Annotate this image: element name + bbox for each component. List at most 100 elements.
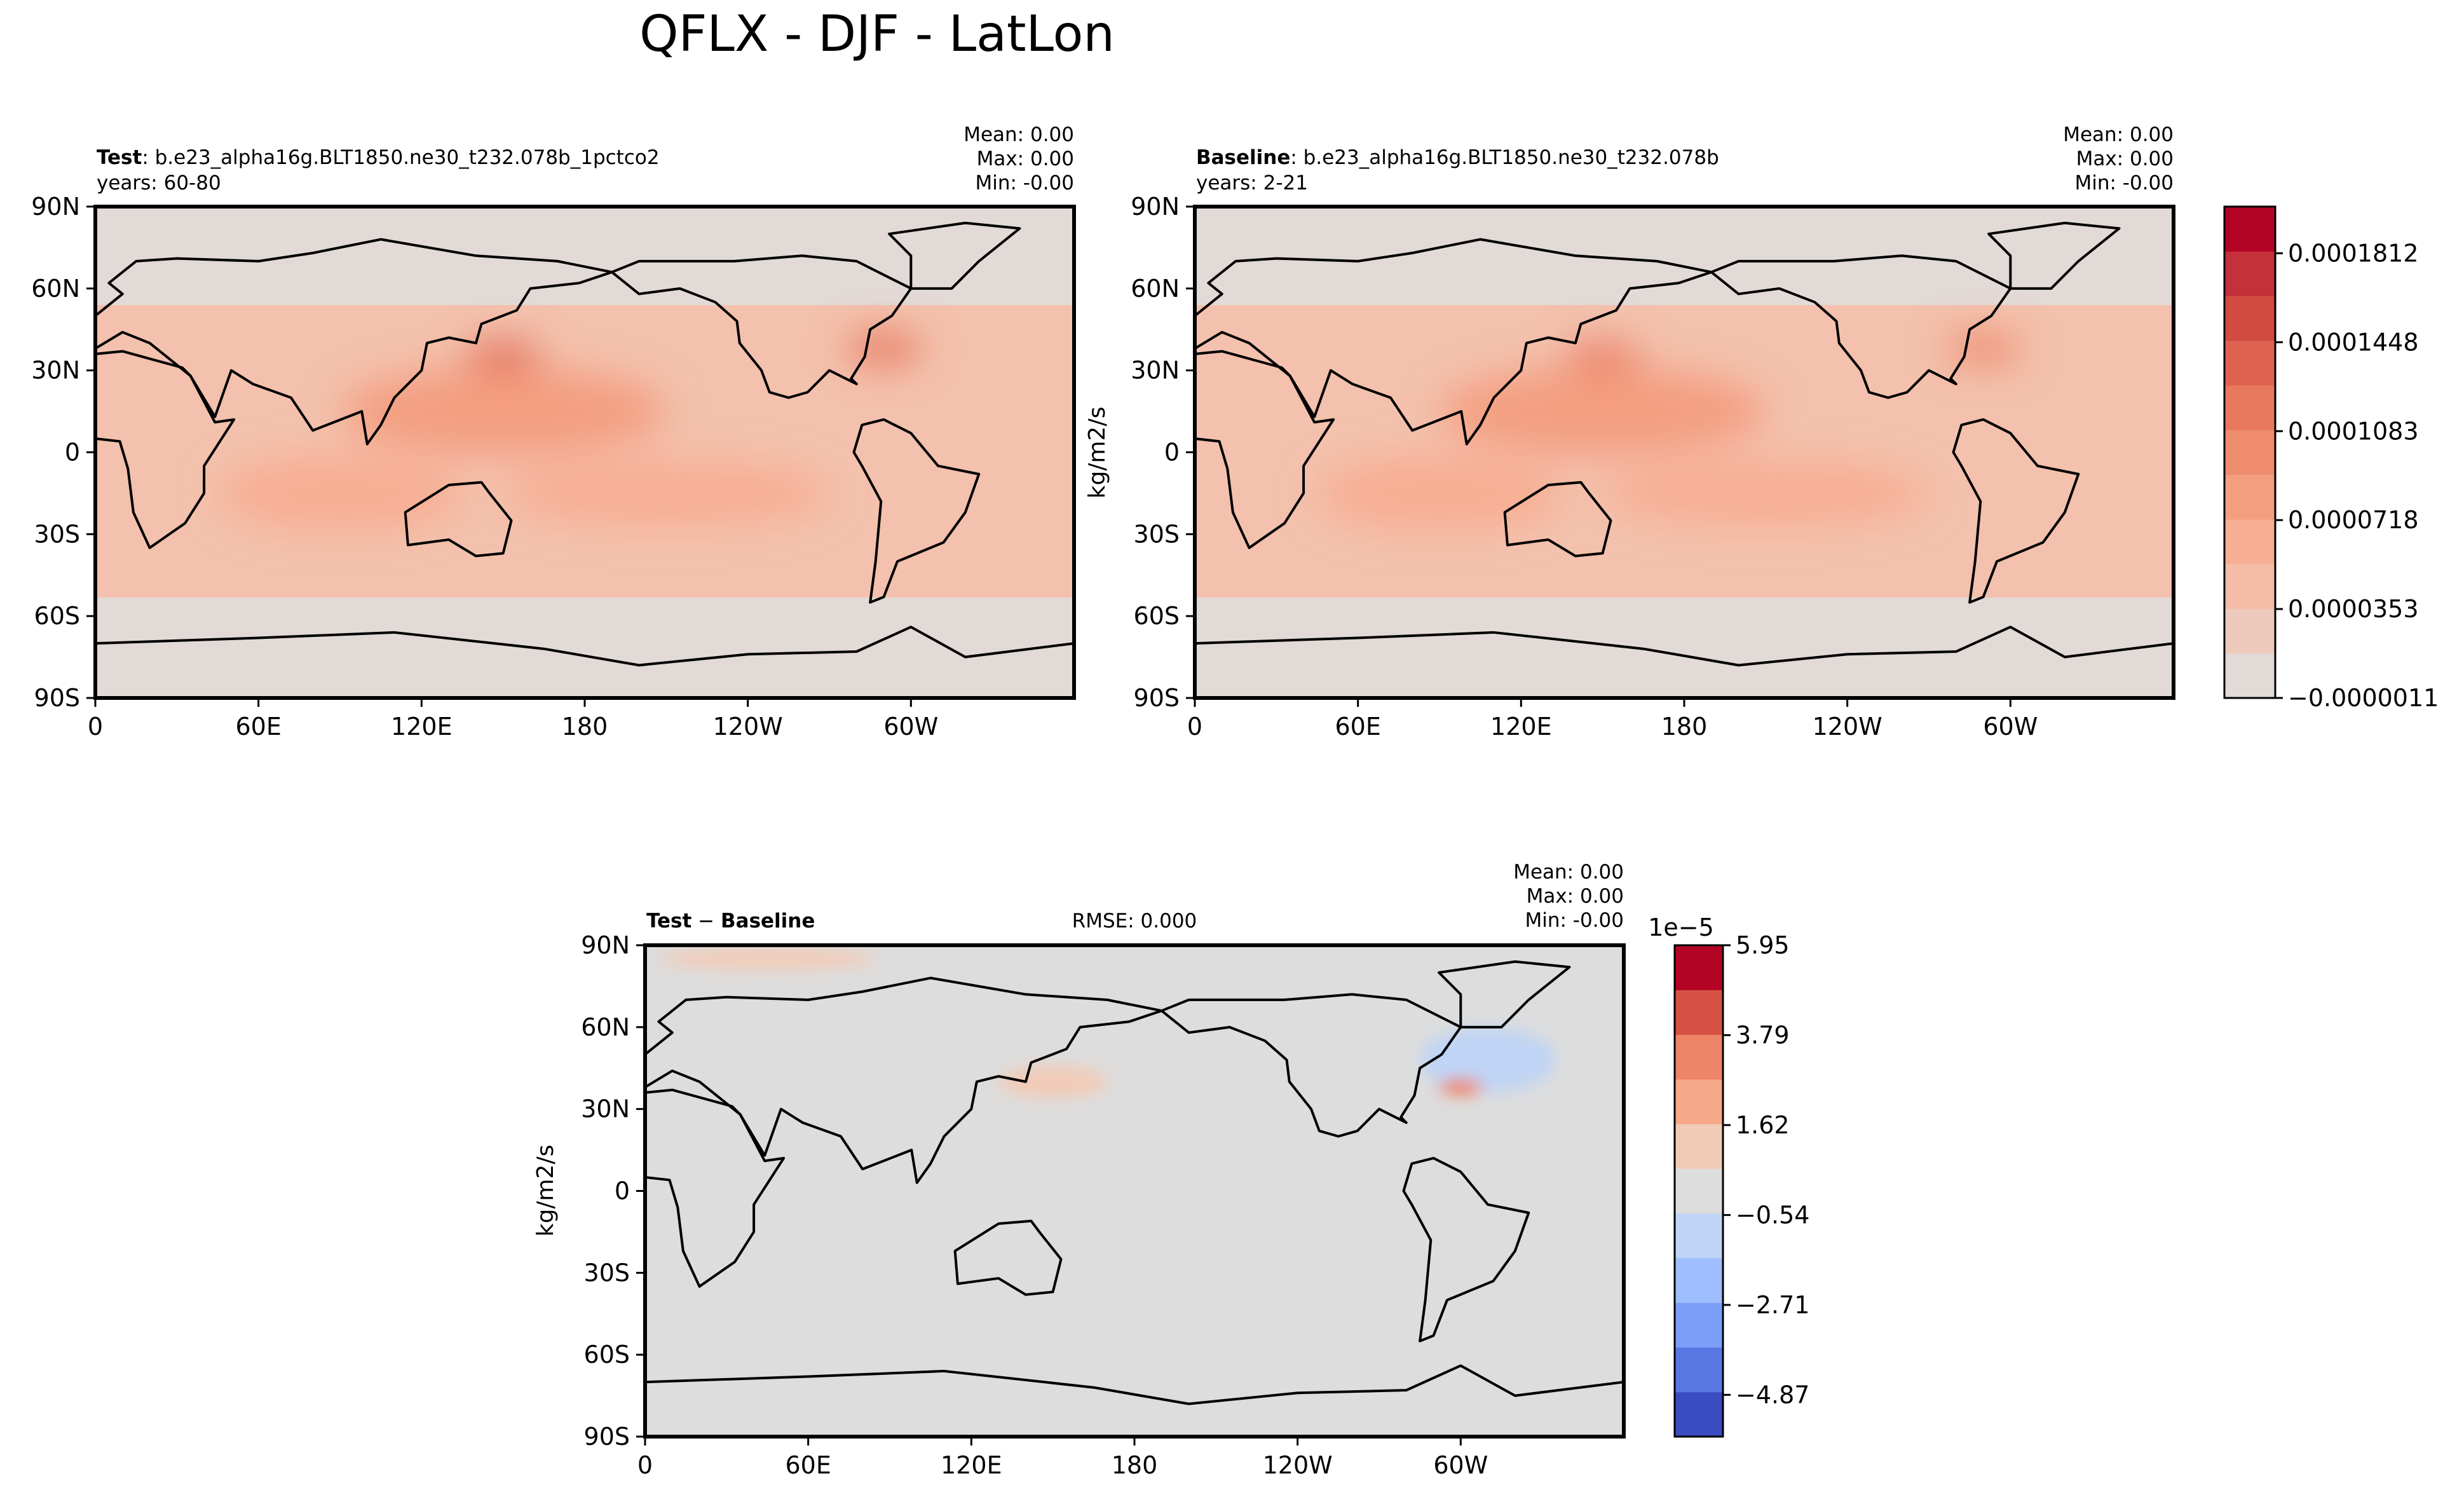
test-x-tick-label: 120E <box>391 713 453 741</box>
diff-y-tick-label: 30S <box>584 1259 630 1287</box>
diff-y-tick-label: 0 <box>615 1177 630 1205</box>
difference-zones <box>658 948 1556 1098</box>
difference-colorbar: 5.95 3.79 1.62 −0.54 −2.71 −4.87 <box>1675 931 1809 1437</box>
test-y-tick-label: 30S <box>34 520 80 548</box>
base-x-tick-label: 0 <box>1187 713 1202 741</box>
test-field-zone <box>340 367 667 455</box>
test-panel: Test: b.e23_alpha16g.BLT1850.ne30_t232.0… <box>31 123 1076 741</box>
test-x-tick-label: 0 <box>88 713 103 741</box>
figure-title: QFLX - DJF - LatLon <box>639 6 1115 63</box>
difference-label-test: Test <box>646 910 692 933</box>
diff-coastline-australia <box>953 1219 1063 1296</box>
difference-panel: Test − Baseline RMSE: 0.000 Mean: 0.00 M… <box>533 861 1809 1479</box>
difference-colorbar-offset: 1e−5 <box>1648 913 1714 941</box>
baseline-colorbar-label: 0.0000718 <box>2288 506 2419 534</box>
test-x-tick-label: 180 <box>562 713 608 741</box>
baseline-colorbar-swatch <box>2224 519 2275 564</box>
base-y-tick-label: 90N <box>1131 193 1180 221</box>
difference-colorbar-label: 5.95 <box>1736 931 1790 959</box>
baseline-colorbar-label: 0.0001083 <box>2288 417 2419 445</box>
diff-coastline-eurasia <box>645 976 1163 1184</box>
baseline-colorbar-label: 0.0001812 <box>2288 239 2419 267</box>
test-zones <box>217 332 922 532</box>
test-land <box>95 221 1074 698</box>
baseline-colorbar-swatch <box>2224 251 2275 297</box>
baseline-zones <box>1317 332 2022 532</box>
baseline-colorbar-swatch <box>2224 385 2275 430</box>
diff-coastline-greenland <box>1438 960 1571 1029</box>
test-coastline-eurasia <box>95 238 613 446</box>
base-coastline-antarctica <box>1195 625 2174 698</box>
base-x-tick-label: 60W <box>1983 713 2038 741</box>
baseline-colorbar-swatch <box>2224 653 2275 699</box>
test-y-tick-label: 90S <box>34 684 80 712</box>
diff-coastline-south-america <box>1402 1156 1530 1343</box>
difference-colorbar-swatch <box>1675 945 1723 990</box>
diff-field-zone <box>658 948 876 970</box>
base-field-zone <box>1317 455 1562 532</box>
difference-colorbar-swatch <box>1675 1034 1723 1080</box>
diff-y-tick-label: 90S <box>584 1423 630 1451</box>
difference-y-axis-label: kg/m2/s <box>533 1145 559 1237</box>
test-coastline-north-america <box>610 254 913 399</box>
difference-map-field <box>645 945 1624 1437</box>
baseline-colorbar-swatch <box>2224 340 2275 386</box>
difference-stat-mean: Mean: 0.00 <box>1513 861 1624 884</box>
baseline-colorbar-label: 0.0000353 <box>2288 595 2419 623</box>
difference-colorbar-swatch <box>1675 1391 1723 1437</box>
base-x-tick-label: 180 <box>1661 713 1708 741</box>
test-coastline-australia <box>404 481 513 557</box>
baseline-land <box>1195 221 2174 698</box>
difference-y-ticks: 90N 60N 30N 0 30S 60S 90S <box>581 931 645 1451</box>
diff-field-zone <box>1420 1027 1556 1093</box>
diff-field-zone <box>1439 1079 1483 1096</box>
difference-colorbar-frame <box>1673 944 1724 1438</box>
test-coastline-south-america <box>852 418 981 604</box>
difference-colorbar-swatch <box>1675 1257 1723 1303</box>
difference-colorbar-label: 1.62 <box>1736 1111 1790 1139</box>
test-field-zone <box>217 455 463 532</box>
difference-colorbar-swatch <box>1675 990 1723 1036</box>
baseline-colorbar-label: 0.0001448 <box>2288 328 2419 356</box>
test-case-name: : b.e23_alpha16g.BLT1850.ne30_t232.078b_… <box>142 146 659 169</box>
diff-x-tick-label: 0 <box>637 1451 653 1479</box>
base-coastline-south-america <box>1952 418 2080 604</box>
difference-colorbar-label: −0.54 <box>1736 1201 1809 1229</box>
diff-y-tick-label: 60S <box>584 1341 630 1369</box>
test-coastline-greenland <box>888 221 1021 290</box>
test-label-bold: Test <box>97 146 142 169</box>
base-coastline-north-america <box>1710 254 2012 399</box>
diff-x-tick-label: 60W <box>1433 1451 1488 1479</box>
baseline-colorbar-swatch <box>2224 430 2275 475</box>
baseline-colorbar-swatch <box>2224 564 2275 609</box>
test-coastline-antarctica <box>95 625 1074 698</box>
base-field-zone <box>1602 460 1929 526</box>
baseline-colorbar-label: −0.0000011 <box>2288 684 2439 712</box>
baseline-stat-max: Max: 0.00 <box>2076 147 2174 170</box>
diff-x-tick-label: 120W <box>1263 1451 1333 1479</box>
difference-stat-max: Max: 0.00 <box>1527 885 1624 908</box>
baseline-case-name: : b.e23_alpha16g.BLT1850.ne30_t232.078b <box>1290 146 1719 169</box>
test-field-zone <box>845 332 922 366</box>
baseline-colorbar-swatch <box>2224 608 2275 654</box>
baseline-colorbar: 0.0001812 0.0001448 0.0001083 0.0000718 0.00… <box>2224 207 2439 712</box>
test-x-tick-label: 60E <box>235 713 281 741</box>
base-x-tick-label: 120E <box>1490 713 1552 741</box>
difference-x-ticks: 0 60E 120E 180 120W 60W <box>637 1437 1488 1479</box>
baseline-colorbar-swatch <box>2224 474 2275 520</box>
diff-y-tick-label: 60N <box>581 1013 630 1041</box>
baseline-colorbar-frame <box>2223 205 2277 699</box>
baseline-years: years: 2-21 <box>1196 172 1308 195</box>
difference-colorbar-swatch <box>1675 1347 1723 1393</box>
test-coastline-africa <box>95 350 236 549</box>
difference-colorbar-swatch <box>1675 1213 1723 1259</box>
difference-colorbar-label: 3.79 <box>1736 1021 1790 1049</box>
diff-field-zone <box>998 1065 1108 1098</box>
diff-x-tick-label: 120E <box>941 1451 1002 1479</box>
baseline-label-bold: Baseline <box>1196 146 1290 169</box>
base-y-tick-label: 90S <box>1134 684 1180 712</box>
test-y-tick-label: 60N <box>31 275 80 303</box>
difference-colorbar-swatch <box>1675 1302 1723 1348</box>
test-stat-min: Min: -0.00 <box>975 172 1074 195</box>
baseline-x-ticks: 0 60E 120E 180 120W 60W <box>1187 698 2038 741</box>
